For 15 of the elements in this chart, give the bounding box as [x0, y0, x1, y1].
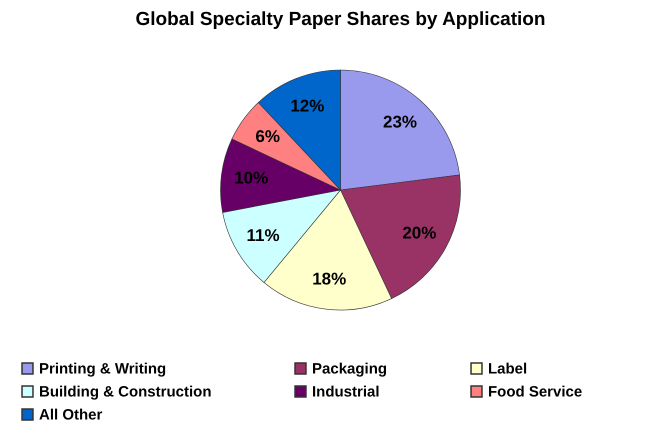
legend-label: Label — [488, 360, 528, 378]
legend-label: Printing & Writing — [39, 360, 166, 378]
data-label: 11% — [246, 226, 280, 245]
data-label: 6% — [255, 127, 280, 146]
legend-label: All Other — [39, 406, 102, 424]
legend-label: Building & Construction — [39, 384, 212, 400]
legend-label: Packaging — [312, 360, 388, 378]
data-label: 20% — [402, 223, 436, 242]
legend-label: Industrial — [312, 384, 380, 400]
chart-title: Global Specialty Paper Shares by Application — [135, 9, 546, 30]
legend-label: Food Service — [488, 384, 582, 400]
data-label: 12% — [290, 96, 324, 116]
data-label: 10% — [234, 168, 268, 188]
data-label: 23% — [383, 112, 418, 132]
data-label: 18% — [312, 269, 346, 288]
